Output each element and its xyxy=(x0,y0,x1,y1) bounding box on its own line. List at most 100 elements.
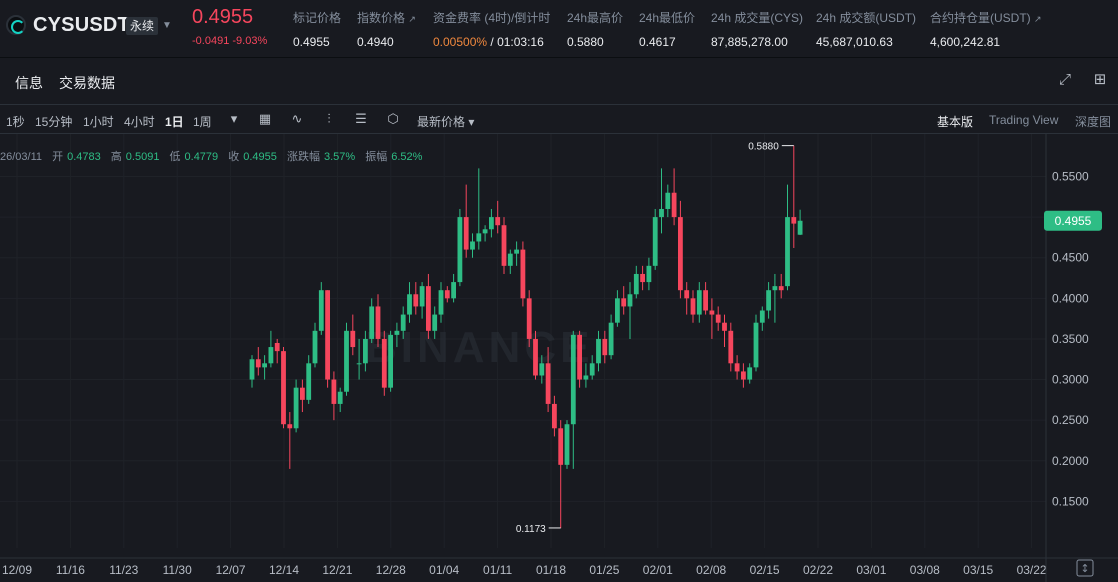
stat-index-price[interactable]: 指数价格 ↗ 0.4940 xyxy=(357,9,416,49)
candle-body xyxy=(659,208,664,218)
time-axis-tick: 02/08 xyxy=(696,563,726,577)
axis-reset-icon[interactable] xyxy=(1076,559,1094,577)
candle-body xyxy=(375,306,381,339)
ohlc-low: 0.4779 xyxy=(184,151,219,163)
external-link-icon[interactable]: ↗ xyxy=(408,14,416,24)
candle-body xyxy=(249,359,255,380)
ticker-bar: CYSUSDT 永续 ▼ 0.4955 -0.0491 -9.03% 标记价格 … xyxy=(0,0,1118,58)
cys-coin-icon xyxy=(6,15,26,35)
candle-body xyxy=(476,233,482,242)
grid-layout-icon[interactable]: ⊞ xyxy=(1093,71,1107,88)
candle-body xyxy=(785,217,790,287)
candle-body xyxy=(293,387,299,429)
settings-list-icon[interactable]: ☰ xyxy=(355,111,367,126)
time-axis-tick: 12/28 xyxy=(376,563,406,577)
candle-body xyxy=(709,310,715,315)
low-marker-label: 0.1173 xyxy=(516,524,546,535)
stat-label: 指数价格 ↗ xyxy=(357,11,416,25)
candle-body xyxy=(274,343,280,352)
price-axis-tick: 0.2000 xyxy=(1052,454,1089,468)
candle-body xyxy=(451,282,456,299)
tab-info[interactable]: 信息 xyxy=(15,75,43,91)
price-change-value: -0.0491 xyxy=(192,35,230,47)
ohlc-high-label: 高 xyxy=(110,151,122,163)
calendar-icon[interactable]: ▦ xyxy=(258,111,272,126)
symbol-name[interactable]: CYSUSDT xyxy=(33,14,130,36)
candle-body xyxy=(596,338,601,364)
stat-24h-low: 24h最低价 0.4617 xyxy=(639,9,695,49)
candle-body xyxy=(432,314,438,331)
candle-body xyxy=(413,294,419,307)
candle-body xyxy=(369,306,375,339)
tab-trading-data[interactable]: 交易数据 xyxy=(59,75,115,91)
candle-body xyxy=(564,424,570,465)
price-axis-tick: 0.1500 xyxy=(1052,494,1089,508)
stat-value: 87,885,278.00 xyxy=(711,35,788,49)
stat-value: 4,600,242.81 xyxy=(930,35,1001,49)
stat-label: 24h 成交额(USDT) xyxy=(816,11,917,25)
price-change: -0.0491 -9.03% xyxy=(192,35,267,47)
candle-body xyxy=(772,286,778,291)
candle-body xyxy=(419,286,425,307)
candle-body xyxy=(255,359,261,368)
time-axis-tick: 03/08 xyxy=(910,563,940,577)
last-price: 0.4955 xyxy=(192,6,254,28)
candle-body xyxy=(703,290,708,311)
timeframe-1w[interactable]: 1周 xyxy=(193,115,212,129)
candle-body xyxy=(678,217,683,291)
view-basic[interactable]: 基本版 xyxy=(937,115,974,129)
ohlc-change-label: 涨跌幅 xyxy=(286,151,320,163)
view-depth[interactable]: 深度图 xyxy=(1075,115,1112,129)
timeframe-4h[interactable]: 4小时 xyxy=(124,115,155,129)
price-axis-tick: 0.2500 xyxy=(1052,413,1089,427)
time-axis-tick: 03/01 xyxy=(856,563,886,577)
timeframe-1d[interactable]: 1日 xyxy=(165,115,184,129)
candle-body xyxy=(552,403,557,429)
time-axis-tick: 12/09 xyxy=(2,563,32,577)
candle-body xyxy=(646,265,652,283)
candle-body xyxy=(388,334,393,388)
chart-type-icon[interactable]: ⫶ xyxy=(327,111,331,126)
ohlc-close-label: 收 xyxy=(228,151,240,163)
candle-body xyxy=(533,338,538,376)
more-timeframes-icon[interactable]: ▾ xyxy=(230,111,238,126)
hexagon-settings-icon[interactable]: ⬡ xyxy=(387,111,399,126)
candle-body xyxy=(501,225,507,266)
candle-body xyxy=(394,330,400,335)
symbol-dropdown-icon[interactable]: ▼ xyxy=(162,20,172,31)
candlestick-chart[interactable]: 0.1500 0.2000 0.2500 0.3000 0.3500 0.4000 0.45… xyxy=(0,134,1118,582)
time-axis-tick: 03/15 xyxy=(963,563,993,577)
indicator-icon[interactable]: ∿ xyxy=(291,111,303,126)
candle-body xyxy=(583,375,589,380)
contract-type-badge: 永续 xyxy=(126,17,159,35)
candle-body xyxy=(665,192,671,209)
view-trading-view[interactable]: Trading View xyxy=(989,113,1059,127)
external-link-icon[interactable]: ↗ xyxy=(1034,14,1042,24)
timeframe-1h[interactable]: 1小时 xyxy=(83,115,114,129)
candle-body xyxy=(337,391,343,404)
price-type-select[interactable]: 最新价格 ▾ xyxy=(417,115,475,129)
candle-body xyxy=(463,217,469,250)
expand-icon[interactable]: ⤢ xyxy=(1058,71,1071,88)
price-axis-tick: 0.3500 xyxy=(1052,332,1089,346)
candle-body xyxy=(577,334,582,380)
candle-body xyxy=(640,273,645,283)
binance-watermark: BINANCE xyxy=(365,323,593,372)
candle-body xyxy=(381,338,387,388)
stat-open-interest[interactable]: 合约持仓量(USDT) ↗ 4,600,242.81 xyxy=(930,9,1042,49)
timeframe-1s[interactable]: 1秒 xyxy=(6,115,25,129)
candle-body xyxy=(684,290,690,299)
chart-toolbar: 1秒 15分钟 1小时 4小时 1日 1周 ▾ ▦ ∿ ⫶ ☰ ⬡ 最新价格 ▾… xyxy=(0,104,1118,134)
ohlc-date: 26/03/11 xyxy=(0,151,43,163)
stat-value: 0.5880 xyxy=(567,35,604,49)
time-axis-tick: 02/15 xyxy=(750,563,780,577)
candle-body xyxy=(400,314,406,331)
candle-body xyxy=(615,298,620,323)
candle-body xyxy=(545,363,551,404)
time-axis-tick: 11/23 xyxy=(109,563,138,577)
time-axis-tick: 11/30 xyxy=(163,563,192,577)
timeframe-15m[interactable]: 15分钟 xyxy=(35,115,73,129)
candle-body xyxy=(690,298,696,315)
candle-body xyxy=(482,229,488,234)
candle-body xyxy=(331,379,337,404)
